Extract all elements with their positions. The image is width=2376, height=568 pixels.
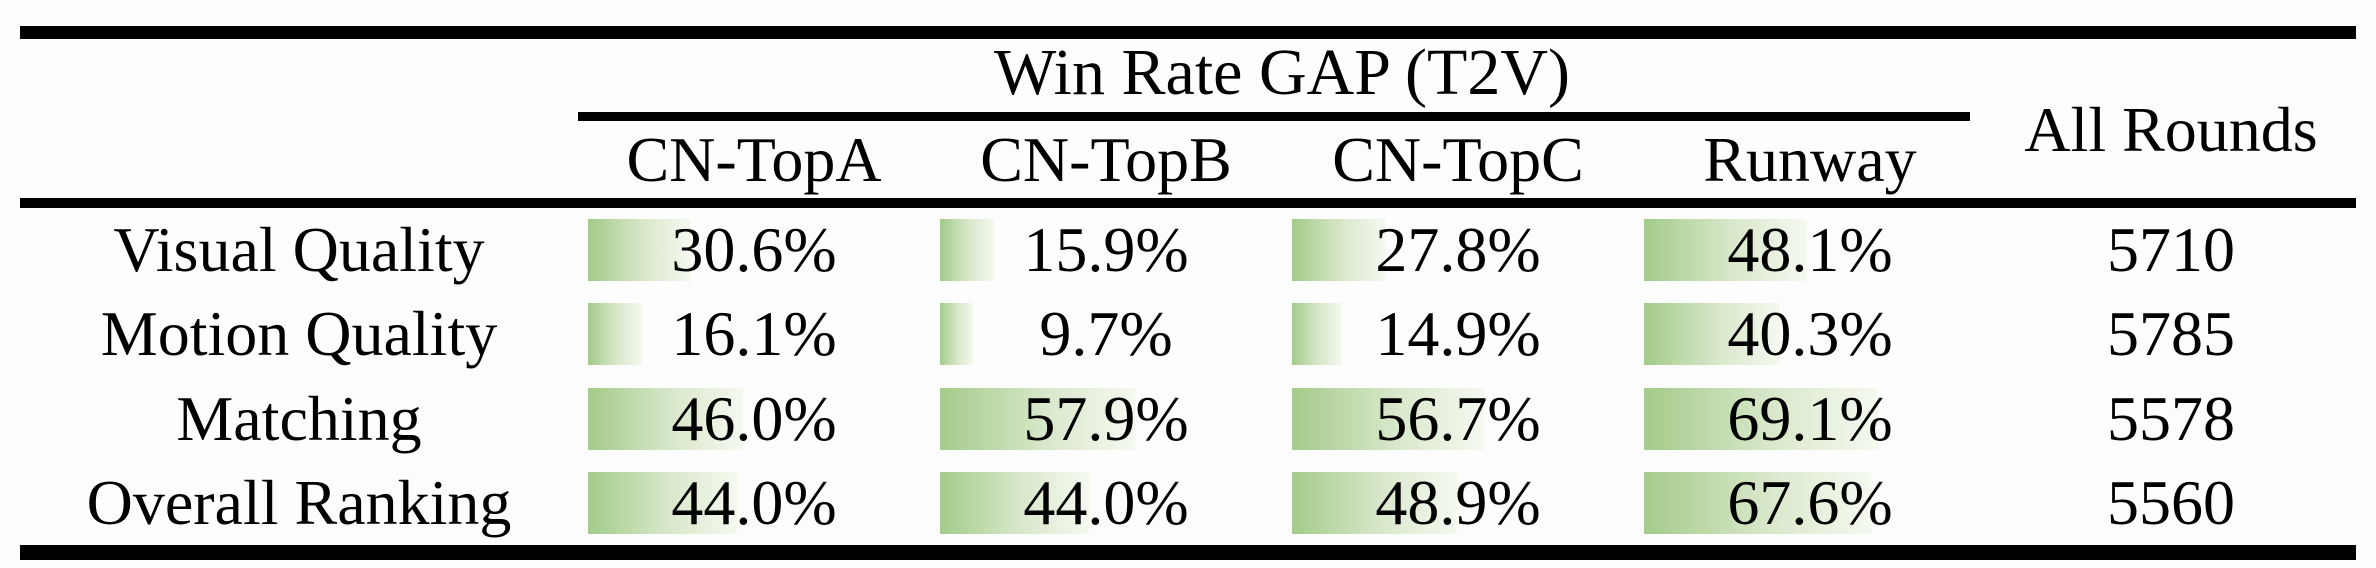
win-rate-value: 57.9% xyxy=(1023,382,1189,454)
win-rate-bar xyxy=(1644,471,1872,534)
win-rate-value: 16.1% xyxy=(671,298,837,370)
header-body-rule xyxy=(20,198,2356,208)
group-header-win-rate-gap: Win Rate GAP (T2V) xyxy=(994,36,1570,109)
win-rate-value: 27.8% xyxy=(1375,214,1541,286)
win-rate-bar xyxy=(588,303,642,366)
data-cell-cn-topa: 44.0% xyxy=(578,461,930,545)
data-cell-cn-topc: 56.7% xyxy=(1282,377,1634,461)
win-rate-value: 14.9% xyxy=(1375,298,1541,370)
all-rounds-value: 5578 xyxy=(2107,382,2235,454)
win-rate-bar xyxy=(1292,471,1457,534)
table-row-overall-ranking: Overall Ranking 44.0% 44.0% 48.9% 67.6% 5560 xyxy=(20,461,2356,545)
data-cell-cn-topb: 15.9% xyxy=(930,208,1282,292)
data-cell-runway: 67.6% xyxy=(1634,461,1986,545)
win-rate-bar xyxy=(940,303,973,366)
column-header-cn-topc: CN-TopC xyxy=(1332,123,1584,195)
table-row-visual-quality: Visual Quality 30.6% 15.9% 27.8% 48.1% 5710 xyxy=(20,208,2356,292)
win-rate-bar xyxy=(588,387,743,450)
all-rounds-value: 5560 xyxy=(2107,466,2235,538)
win-rate-value: 9.7% xyxy=(1039,298,1173,370)
all-rounds-value: 5710 xyxy=(2107,214,2235,286)
table-row-matching: Matching 46.0% 57.9% 56.7% 69.1% 5578 xyxy=(20,377,2356,461)
win-rate-bar xyxy=(1644,387,1878,450)
row-label: Motion Quality xyxy=(100,298,498,370)
win-rate-bar xyxy=(1292,219,1386,282)
data-cell-cn-topc: 27.8% xyxy=(1282,208,1634,292)
data-cell-runway: 69.1% xyxy=(1634,377,1986,461)
data-cell-runway: 40.3% xyxy=(1634,292,1986,376)
data-cell-cn-topb: 9.7% xyxy=(930,292,1282,376)
table-body: Visual Quality 30.6% 15.9% 27.8% 48.1% 5710 Mo… xyxy=(20,208,2356,545)
win-rate-bar xyxy=(940,471,1089,534)
all-rounds-value: 5785 xyxy=(2107,298,2235,370)
win-rate-value: 69.1% xyxy=(1727,382,1893,454)
row-label: Overall Ranking xyxy=(86,466,512,538)
data-cell-runway: 48.1% xyxy=(1634,208,1986,292)
column-header-cn-topb: CN-TopB xyxy=(980,123,1232,195)
column-headers-row: CN-TopA CN-TopB CN-TopC Runway xyxy=(578,121,1986,198)
win-rate-bar xyxy=(588,471,737,534)
win-rate-bar xyxy=(588,219,691,282)
win-rate-value: 30.6% xyxy=(671,214,837,286)
win-rate-value: 46.0% xyxy=(671,382,837,454)
win-rate-value: 40.3% xyxy=(1727,298,1893,370)
table-bottom-rule xyxy=(20,545,2356,560)
win-rate-value: 67.6% xyxy=(1727,466,1893,538)
win-rate-value: 48.9% xyxy=(1375,466,1541,538)
row-label: Matching xyxy=(176,382,422,454)
data-cell-cn-topb: 57.9% xyxy=(930,377,1282,461)
group-header-underline-rule xyxy=(578,112,1970,121)
data-cell-cn-topa: 16.1% xyxy=(578,292,930,376)
win-rate-value: 56.7% xyxy=(1375,382,1541,454)
win-rate-value: 44.0% xyxy=(1023,466,1189,538)
table-top-rule xyxy=(20,26,2356,39)
win-rate-bar xyxy=(1644,303,1780,366)
win-rate-bar xyxy=(1292,387,1484,450)
table-row-motion-quality: Motion Quality 16.1% 9.7% 14.9% 40.3% 5785 xyxy=(20,292,2356,376)
data-cell-cn-topb: 44.0% xyxy=(930,461,1282,545)
column-header-runway: Runway xyxy=(1703,123,1917,195)
win-rate-bar xyxy=(1292,303,1342,366)
row-label: Visual Quality xyxy=(113,214,485,286)
win-rate-value: 48.1% xyxy=(1727,214,1893,286)
win-rate-value: 44.0% xyxy=(671,466,837,538)
all-rounds-column-header: All Rounds xyxy=(2024,94,2318,165)
data-cell-cn-topa: 46.0% xyxy=(578,377,930,461)
win-rate-bar xyxy=(940,387,1136,450)
data-cell-cn-topa: 30.6% xyxy=(578,208,930,292)
win-rate-value: 15.9% xyxy=(1023,214,1189,286)
column-header-cn-topa: CN-TopA xyxy=(626,123,882,195)
data-cell-cn-topc: 48.9% xyxy=(1282,461,1634,545)
data-cell-cn-topc: 14.9% xyxy=(1282,292,1634,376)
win-rate-bar xyxy=(940,219,994,282)
win-rate-bar xyxy=(1644,219,1807,282)
